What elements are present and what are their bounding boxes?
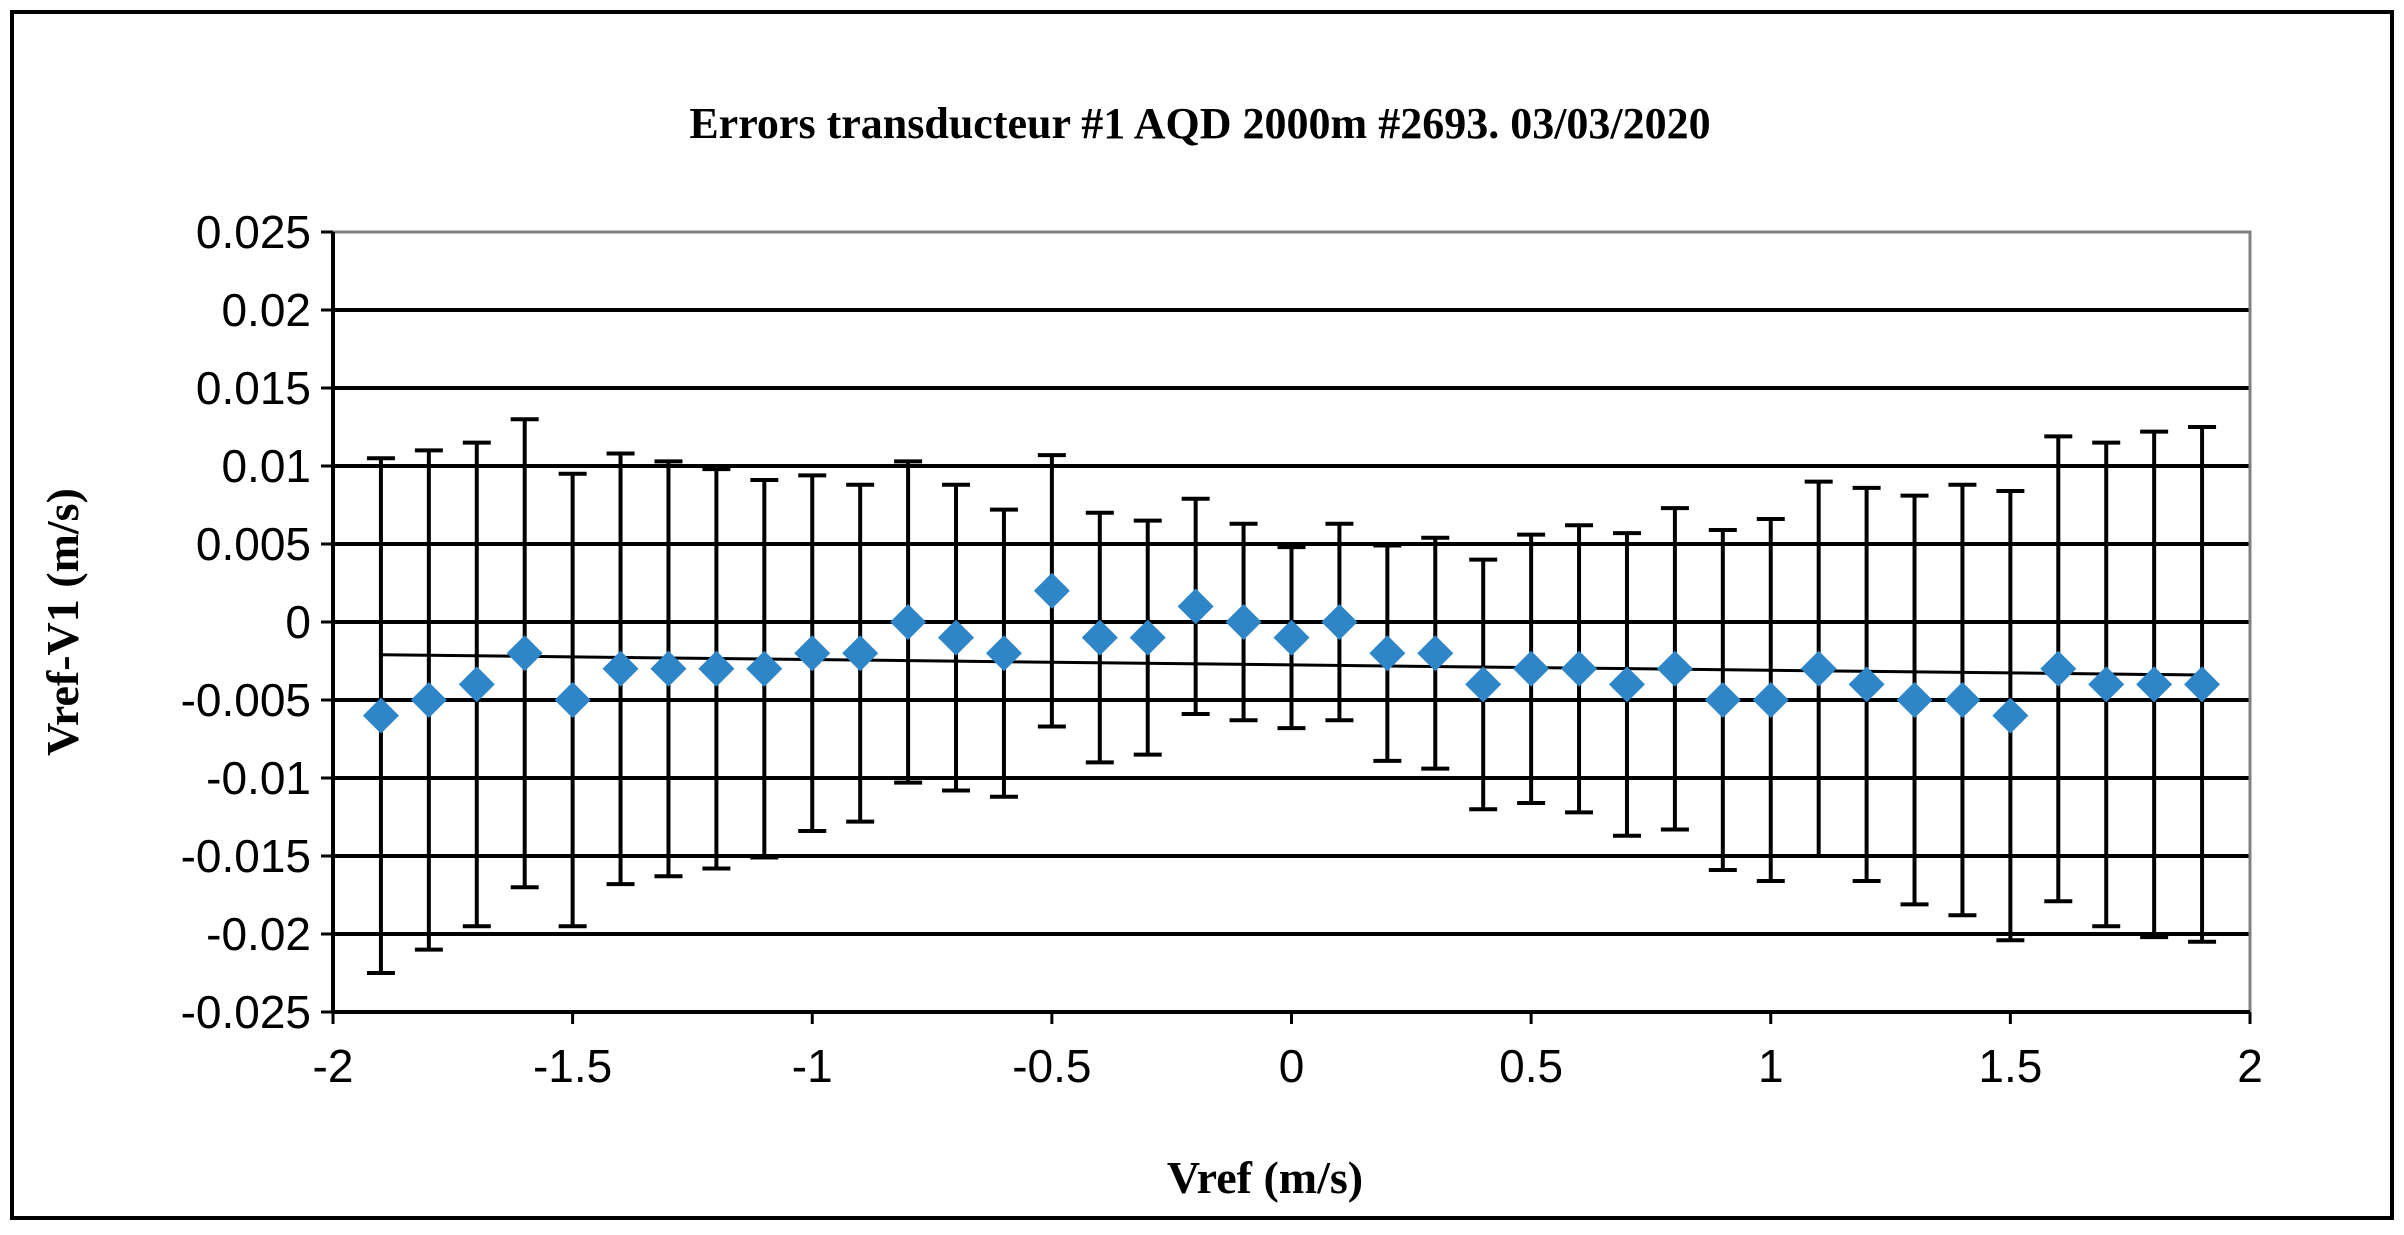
data-point bbox=[602, 650, 639, 687]
x-tick-label: 1 bbox=[1758, 1040, 1784, 1092]
y-tick-label: -0.025 bbox=[181, 986, 311, 1038]
data-point bbox=[1561, 650, 1598, 687]
y-tick-label: -0.015 bbox=[181, 830, 311, 882]
data-point bbox=[1177, 588, 1214, 625]
x-tick-label: -1 bbox=[792, 1040, 833, 1092]
x-tick-label: 0 bbox=[1279, 1040, 1305, 1092]
data-point bbox=[1225, 604, 1262, 640]
y-tick-label: -0.01 bbox=[206, 752, 311, 804]
data-point bbox=[2184, 666, 2221, 703]
data-point bbox=[554, 682, 591, 718]
data-point bbox=[362, 697, 399, 734]
data-point bbox=[1800, 650, 1837, 687]
data-point bbox=[458, 666, 495, 703]
data-point bbox=[2136, 666, 2173, 703]
y-tick-label: 0.015 bbox=[196, 362, 311, 414]
data-point bbox=[698, 650, 735, 687]
data-point bbox=[506, 635, 543, 672]
axes bbox=[321, 230, 2252, 1024]
data-point bbox=[1465, 666, 1502, 703]
data-points bbox=[362, 572, 2221, 734]
y-axis-title: Vref-V1 (m/s) bbox=[37, 488, 88, 756]
y-tick-label: 0.025 bbox=[196, 206, 311, 258]
x-tick-label: -2 bbox=[313, 1040, 354, 1092]
y-tick-label: 0.02 bbox=[221, 284, 311, 336]
data-point bbox=[1129, 619, 1166, 656]
data-point bbox=[1848, 666, 1885, 703]
data-point bbox=[842, 635, 879, 672]
data-point bbox=[1417, 635, 1454, 672]
data-point bbox=[1033, 572, 1070, 609]
y-tick-label: 0 bbox=[285, 596, 311, 648]
data-point bbox=[938, 619, 975, 656]
data-point bbox=[1656, 650, 1693, 687]
y-tick-label: -0.005 bbox=[181, 674, 311, 726]
data-point bbox=[1992, 697, 2029, 734]
x-axis-title: Vref (m/s) bbox=[1167, 1152, 1363, 1203]
data-point bbox=[746, 650, 783, 687]
data-point bbox=[1273, 619, 1310, 656]
data-point bbox=[2088, 666, 2125, 703]
data-point bbox=[650, 650, 687, 687]
data-point bbox=[1896, 682, 1933, 718]
data-point bbox=[1608, 666, 1645, 703]
data-point bbox=[985, 635, 1022, 672]
x-tick-labels: -2 -1.5 -1 -0.5 0 0.5 1 1.5 2 bbox=[313, 1040, 2263, 1092]
data-point bbox=[2040, 650, 2077, 687]
data-point bbox=[1369, 635, 1406, 672]
data-point bbox=[1752, 682, 1789, 718]
data-point bbox=[1704, 682, 1741, 718]
x-tick-label: 2 bbox=[2237, 1040, 2263, 1092]
y-tick-labels: 0.025 0.02 0.015 0.01 0.005 0 -0.005 -0.01 -0.01… bbox=[181, 206, 311, 1038]
data-point bbox=[1944, 682, 1981, 718]
data-point bbox=[1081, 619, 1118, 656]
chart-title: Errors transducteur #1 AQD 2000m #2693. … bbox=[689, 99, 1710, 148]
data-point bbox=[1321, 604, 1358, 640]
data-point bbox=[890, 604, 927, 640]
y-tick-label: 0.005 bbox=[196, 518, 311, 570]
x-tick-label: -0.5 bbox=[1012, 1040, 1091, 1092]
x-tick-label: -1.5 bbox=[533, 1040, 612, 1092]
data-point bbox=[794, 635, 831, 672]
y-tick-label: 0.01 bbox=[221, 440, 311, 492]
x-tick-label: 1.5 bbox=[1978, 1040, 2042, 1092]
data-point bbox=[1513, 650, 1550, 687]
x-tick-label: 0.5 bbox=[1499, 1040, 1563, 1092]
data-point bbox=[410, 682, 447, 718]
y-tick-label: -0.02 bbox=[206, 908, 311, 960]
